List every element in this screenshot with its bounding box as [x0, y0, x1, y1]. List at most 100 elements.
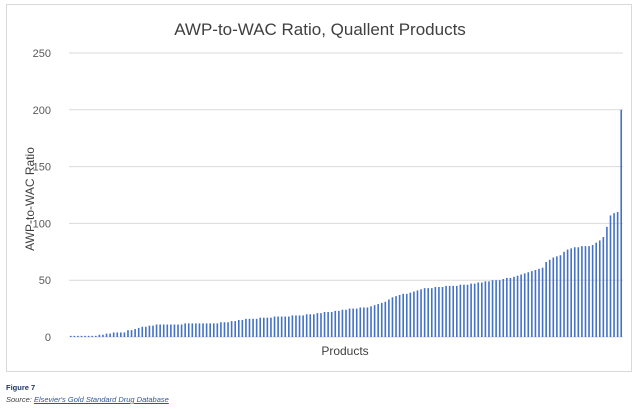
bar — [134, 329, 136, 337]
bar — [237, 319, 240, 337]
bar — [338, 310, 340, 337]
bar — [527, 272, 530, 337]
bar — [491, 280, 494, 337]
bar — [84, 335, 86, 337]
bar — [316, 313, 319, 337]
bar — [262, 317, 265, 337]
bar — [305, 314, 308, 337]
bar — [352, 308, 354, 337]
bar — [620, 109, 623, 337]
y-tick-label: 250 — [33, 48, 51, 60]
bar — [481, 282, 483, 337]
bar — [531, 271, 533, 337]
bar — [488, 281, 490, 337]
bar — [102, 334, 104, 337]
bar — [195, 323, 197, 337]
bar — [120, 332, 122, 337]
bar — [298, 315, 301, 337]
bar — [556, 256, 558, 337]
bar — [127, 330, 129, 337]
bar — [141, 326, 144, 337]
bar — [187, 323, 190, 337]
bar — [448, 285, 451, 337]
bar — [459, 284, 462, 337]
bar — [370, 306, 372, 337]
bar — [416, 290, 419, 337]
bar — [345, 309, 347, 337]
bar — [534, 269, 537, 337]
bar — [341, 309, 344, 337]
bar — [159, 324, 161, 337]
bar — [366, 307, 369, 337]
bar — [502, 279, 505, 337]
bar — [473, 283, 476, 337]
gridlines — [69, 52, 623, 338]
bar — [584, 246, 587, 337]
bar — [391, 297, 394, 337]
bar — [420, 289, 422, 337]
bar — [552, 257, 555, 337]
bar — [384, 301, 387, 337]
bar — [616, 212, 619, 337]
bar — [95, 335, 97, 337]
bar — [581, 246, 583, 337]
bar — [112, 332, 115, 337]
bar — [441, 287, 444, 337]
bar — [273, 316, 276, 337]
bar — [559, 255, 562, 337]
y-tick-label: 200 — [33, 105, 51, 117]
bar — [456, 285, 458, 337]
y-tick-label: 150 — [33, 162, 51, 174]
bar — [152, 325, 154, 337]
bar — [266, 317, 269, 337]
y-tick-labels: 0 50 100 150 200 250 — [33, 48, 51, 344]
source-link[interactable]: Elsevier's Gold Standard Drug Database — [33, 395, 169, 404]
bar — [348, 308, 351, 337]
bar — [255, 318, 258, 337]
figure-label: Figure 7 — [6, 383, 36, 392]
bar — [363, 307, 365, 337]
bar — [573, 247, 576, 337]
bar — [377, 304, 379, 337]
bar — [513, 276, 515, 337]
bar — [545, 262, 547, 337]
bar — [241, 319, 244, 337]
bar — [216, 323, 219, 337]
bar — [87, 335, 90, 337]
bar — [427, 288, 430, 337]
bar — [498, 280, 501, 337]
bar — [227, 322, 229, 337]
bar — [170, 324, 172, 337]
bar — [198, 323, 201, 337]
y-tick-label: 0 — [45, 332, 51, 344]
bar — [434, 287, 437, 337]
bar — [402, 293, 404, 337]
bar — [413, 291, 415, 337]
bar — [173, 324, 176, 337]
bar — [80, 335, 83, 337]
y-tick-label: 50 — [39, 275, 51, 287]
bar — [223, 322, 226, 337]
bar — [570, 248, 572, 337]
bar — [591, 244, 594, 337]
bar — [270, 317, 272, 337]
source-prefix: Source: — [6, 395, 32, 404]
bar — [388, 299, 390, 337]
bar — [98, 334, 101, 337]
bar — [191, 323, 194, 337]
bar — [280, 316, 283, 337]
bar — [323, 312, 326, 337]
x-axis-label: Products — [321, 344, 368, 358]
bar — [566, 249, 569, 337]
bar — [220, 322, 222, 337]
bar — [466, 284, 469, 337]
source-line: Source: Elsevier's Gold Standard Drug Da… — [6, 395, 169, 404]
bar — [313, 314, 315, 337]
bar — [398, 294, 401, 337]
bar — [598, 240, 601, 337]
bar — [470, 283, 472, 337]
bar — [452, 285, 455, 337]
bar — [602, 237, 605, 337]
bar — [495, 280, 497, 337]
bar — [77, 335, 79, 337]
